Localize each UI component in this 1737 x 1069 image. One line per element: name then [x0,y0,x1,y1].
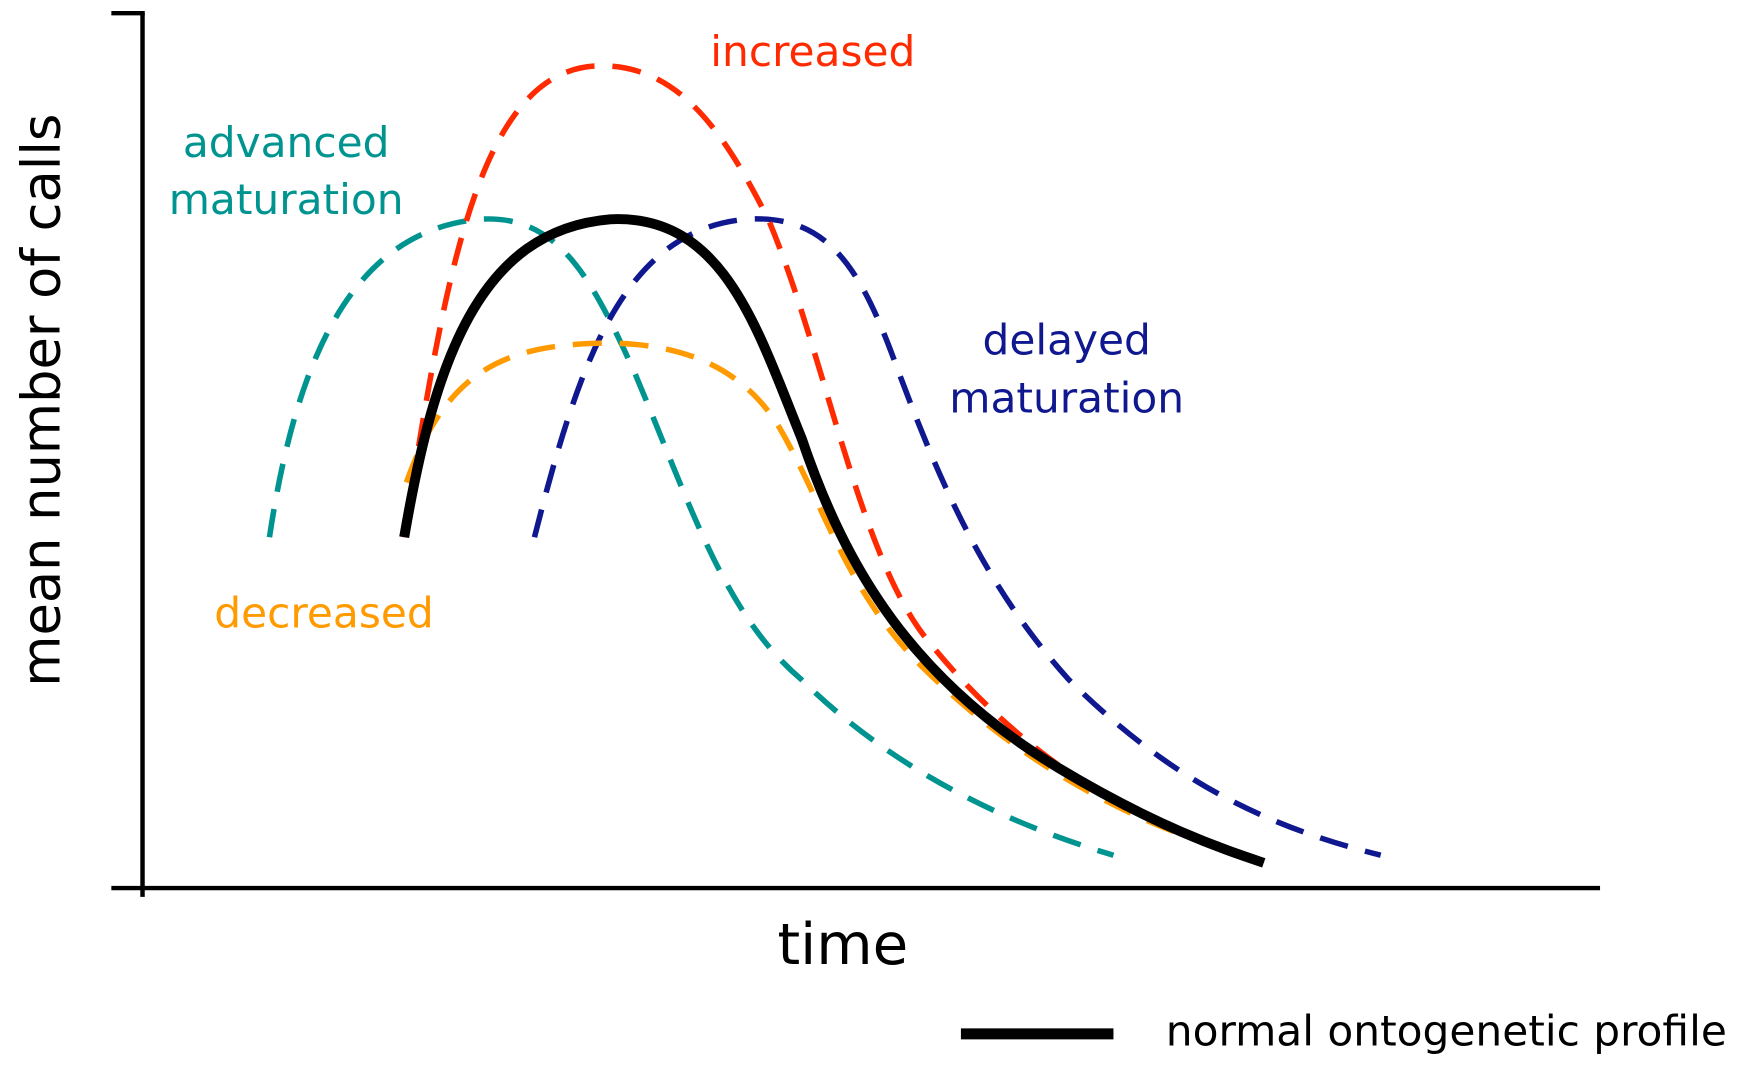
curve-label: maturation [949,374,1184,423]
curve-label: decreased [214,589,433,638]
delayed-curve [531,216,1382,858]
curve-label: increased [710,28,915,77]
curve-label: maturation [169,176,404,225]
x-axis-label: time [778,911,909,977]
increased-curve [401,63,1265,864]
curve-label: delayed [982,316,1150,365]
normal-curve [399,214,1266,868]
decreased-curve [403,340,1265,864]
y-axis-label: mean number of calls [10,114,72,687]
curve-label: advanced [183,119,390,168]
advanced-curve [266,216,1115,858]
legend-label: normal ontogenetic profile [1166,1007,1727,1056]
